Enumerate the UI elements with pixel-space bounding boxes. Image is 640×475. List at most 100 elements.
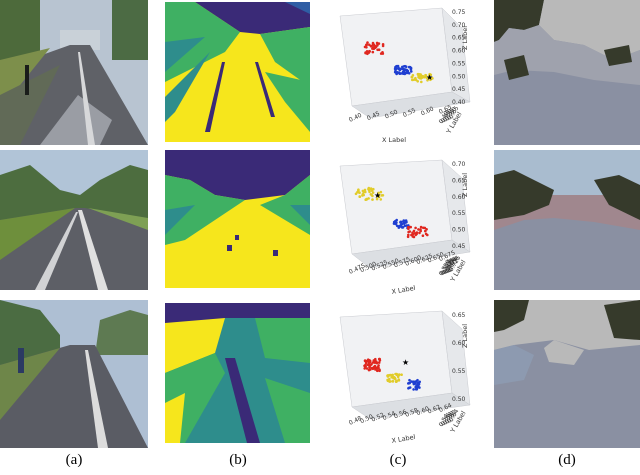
scatter-point <box>368 49 371 53</box>
scatter-point <box>368 190 371 193</box>
scatter-point <box>407 233 410 237</box>
scatter-point <box>420 80 423 84</box>
scatter-point <box>429 77 432 80</box>
x-axis-label-2: X Label <box>391 284 416 296</box>
scatter-point <box>386 378 389 382</box>
scatter-point <box>424 74 428 77</box>
scatter-point <box>412 388 415 391</box>
z-tick-3: 0.65 <box>452 312 466 319</box>
scatter-point <box>367 186 371 190</box>
scatter-point <box>399 221 402 224</box>
road-photo-2 <box>0 150 148 290</box>
scatter-point <box>366 358 370 361</box>
scatter-point <box>406 235 410 239</box>
scatter-point <box>409 225 412 229</box>
scatter-point <box>371 191 375 194</box>
scatter-point <box>400 373 403 376</box>
scatter-point <box>363 188 367 192</box>
z-tick-1: 0.60 <box>452 48 466 55</box>
scatter-point <box>371 41 375 45</box>
scatter-point <box>402 219 405 223</box>
scatter-point <box>395 71 399 75</box>
scatter-point <box>368 43 371 47</box>
scatter-point <box>425 76 429 80</box>
centroid-star-icon: ★ <box>402 358 409 367</box>
scatter-point <box>405 71 408 74</box>
scatter-point <box>395 224 399 228</box>
scatter-point <box>426 79 429 82</box>
scatter-point <box>418 231 421 235</box>
z-tick-1: 0.70 <box>452 22 466 29</box>
scatter-point <box>375 361 378 364</box>
scatter-point <box>378 369 381 373</box>
scatter-point <box>378 357 381 361</box>
scatter-point <box>396 375 400 379</box>
scatter-point <box>404 219 408 222</box>
segmentation-map-1 <box>494 0 640 145</box>
scatter-point <box>405 68 409 72</box>
scatter-point <box>357 188 360 191</box>
scatter-point <box>354 192 358 196</box>
scatter-point <box>372 187 375 191</box>
scatter-point <box>377 42 381 45</box>
scatter-point <box>377 191 380 195</box>
centroid-star-icon: ★ <box>426 73 433 82</box>
x-axis-label-1: X Label <box>382 136 406 144</box>
z-tick-3: 0.60 <box>452 340 466 347</box>
scatter-point <box>408 230 412 233</box>
z-tick-3: 0.55 <box>452 368 466 375</box>
scatter-point <box>389 380 392 383</box>
scatter-point <box>394 380 398 383</box>
scatter-point <box>394 372 397 376</box>
z-tick-1: 0.45 <box>452 86 466 93</box>
z-tick-2: 0.50 <box>452 227 466 234</box>
scatter-point <box>369 368 372 371</box>
scatter-point <box>368 365 371 369</box>
scatter-point <box>416 382 420 386</box>
scatter-point <box>400 225 403 229</box>
scatter-point <box>397 67 400 70</box>
scatter-point <box>428 72 431 76</box>
scatter-point <box>371 366 375 370</box>
scatter-point <box>417 74 420 78</box>
scatter-point <box>408 378 411 382</box>
scatter-point <box>424 232 428 236</box>
scatter-point <box>377 364 380 367</box>
scatter-point <box>412 235 416 239</box>
cluster-map-3 <box>165 303 310 443</box>
scatter-point <box>374 45 378 49</box>
z-tick-2: 0.45 <box>452 243 466 250</box>
scatter-point <box>424 229 427 233</box>
scatter-point <box>361 189 365 193</box>
scatter-point <box>377 366 380 369</box>
scatter-point <box>410 70 413 73</box>
points-2: ★ <box>354 186 429 239</box>
scatter-point <box>371 198 374 201</box>
scatter-point <box>371 46 375 49</box>
points-3: ★ <box>363 357 421 391</box>
scatter-point <box>372 359 376 363</box>
scatter-point <box>391 373 394 377</box>
scatter-point <box>397 373 401 376</box>
road-photo-1 <box>0 0 148 145</box>
z-axis-label-1: Z Label <box>461 26 469 50</box>
scatter-point <box>399 72 403 75</box>
scatter-svg-2: ★ 0.4750.5000.5250.5500.5750.6000.6250.6… <box>339 159 471 296</box>
scatter-point <box>407 381 411 385</box>
scatter-point <box>374 368 377 371</box>
cluster-map-1 <box>165 2 310 142</box>
caption-c: (c) <box>389 452 407 468</box>
scatter-point <box>407 72 411 75</box>
scatter-point <box>379 198 383 201</box>
scatter-point <box>418 380 421 384</box>
scatter-point <box>419 225 423 229</box>
x-tick-1: 0.40 <box>348 112 363 124</box>
scatter-point <box>365 367 369 370</box>
scatter-point <box>387 374 390 377</box>
road-photo-3 <box>0 300 148 448</box>
scatter-point <box>411 231 414 234</box>
scatter-point <box>397 378 400 381</box>
scatter-point <box>379 190 383 194</box>
scatter-point <box>419 77 423 80</box>
scatter-point <box>421 234 425 237</box>
